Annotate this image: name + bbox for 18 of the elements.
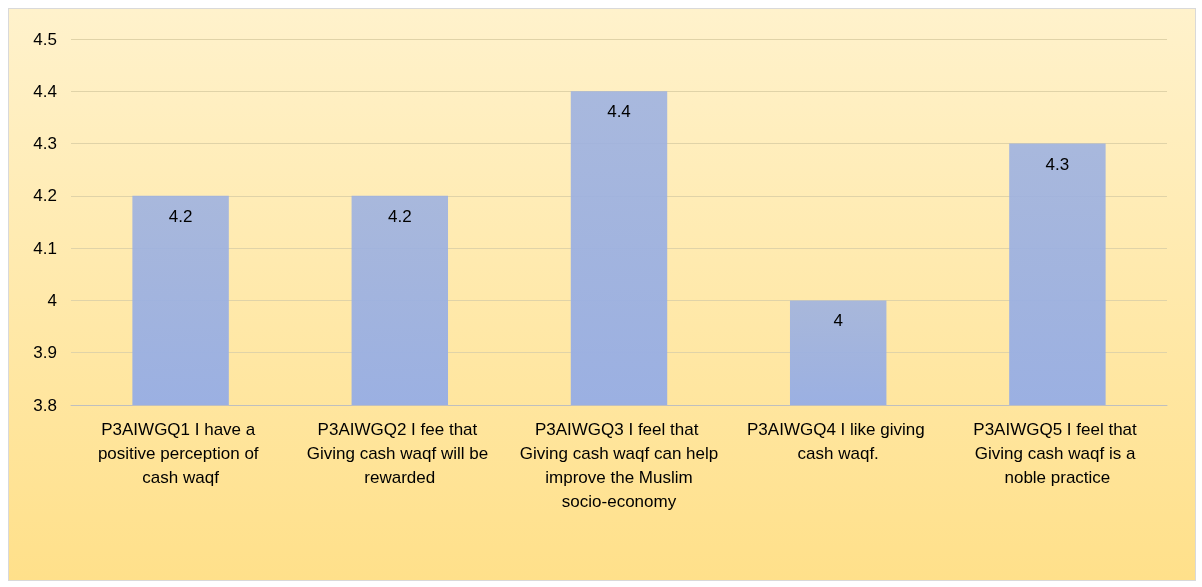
data-label: 4.3 bbox=[1045, 154, 1070, 174]
y-tick-label: 4.4 bbox=[33, 81, 57, 101]
x-tick-label: P3AIWGQ3 I feel that Giving cash waqf can help improve the Muslim socio-economy bbox=[519, 419, 719, 511]
x-tick-label: P3AIWGQ1 I have a positive perception of cash waqf bbox=[97, 419, 264, 487]
x-tick-label: P3AIWGQ4 I like giving cash waqf. bbox=[747, 419, 930, 463]
data-label: 4.2 bbox=[168, 206, 193, 226]
data-label: 4.2 bbox=[387, 206, 412, 226]
y-tick-label: 4 bbox=[47, 290, 57, 310]
y-tick-label: 3.9 bbox=[33, 343, 57, 363]
y-tick-label: 4.1 bbox=[33, 238, 57, 258]
y-tick-label: 4.5 bbox=[33, 29, 57, 49]
x-tick-label: P3AIWGQ5 I feel that Giving cash waqf is a noble practice bbox=[973, 419, 1142, 487]
y-tick-label: 4.3 bbox=[33, 134, 57, 154]
y-tick-label: 3.8 bbox=[33, 395, 57, 415]
data-label: 4 bbox=[833, 311, 843, 331]
data-label: 4.4 bbox=[607, 102, 631, 122]
x-tick-label: P3AIWGQ2 I fee that Giving cash waqf will be rewarded bbox=[306, 419, 493, 487]
y-tick-label: 4.2 bbox=[33, 186, 57, 206]
